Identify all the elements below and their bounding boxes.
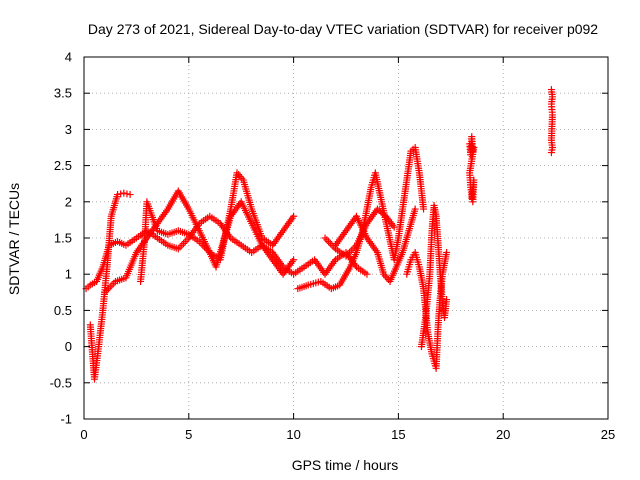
- y-tick-label: 2: [65, 194, 72, 209]
- y-tick-label: 0.5: [54, 303, 72, 318]
- data-point: [108, 281, 116, 289]
- data-point: [547, 149, 555, 157]
- data-point: [328, 241, 336, 249]
- y-tick-label: 3: [65, 122, 72, 137]
- data-point: [180, 239, 188, 247]
- data-point: [176, 243, 184, 251]
- data-point: [468, 194, 476, 202]
- data-point: [390, 223, 398, 231]
- data-point: [443, 296, 451, 304]
- x-tick-label: 15: [391, 427, 405, 442]
- data-point: [123, 190, 131, 198]
- y-tick-label: 4: [65, 50, 72, 65]
- data-point: [323, 236, 331, 244]
- data-point: [363, 270, 371, 278]
- data-point: [326, 239, 334, 247]
- y-tick-label: 3.5: [54, 86, 72, 101]
- data-point: [290, 256, 298, 264]
- x-tick-label: 5: [185, 427, 192, 442]
- data-point: [380, 211, 388, 219]
- y-axis-label: SDTVAR / TECUs: [6, 183, 22, 295]
- data-point: [117, 190, 125, 198]
- data-point: [420, 205, 428, 213]
- x-axis-label: GPS time / hours: [292, 457, 399, 473]
- data-points: [82, 86, 556, 383]
- data-point: [411, 205, 419, 213]
- data-point: [181, 238, 189, 246]
- data-point: [126, 191, 134, 199]
- x-tick-label: 20: [496, 427, 510, 442]
- data-point: [321, 234, 329, 242]
- y-tick-label: 2.5: [54, 158, 72, 173]
- y-tick-label: -0.5: [50, 375, 72, 390]
- chart-title: Day 273 of 2021, Sidereal Day-to-day VTE…: [88, 21, 598, 37]
- data-point: [290, 212, 298, 220]
- y-tick-label: 1.5: [54, 231, 72, 246]
- data-point: [236, 172, 244, 180]
- data-point: [443, 248, 451, 256]
- data-point: [325, 238, 333, 246]
- y-tick-label: -1: [60, 412, 72, 427]
- data-point: [120, 189, 128, 197]
- y-tick-label: 1: [65, 267, 72, 282]
- x-tick-label: 10: [286, 427, 300, 442]
- data-point: [114, 191, 122, 199]
- axis-ticks: 0 5 10 15 20 25 -1 -0.5 0 0.5 1 1.5 2 2.5 3 3.5 4: [50, 50, 616, 443]
- y-tick-label: 0: [65, 339, 72, 354]
- grid-lines: [84, 57, 608, 419]
- data-point: [330, 243, 338, 251]
- x-tick-label: 25: [601, 427, 615, 442]
- plot-frame: [83, 56, 609, 420]
- x-tick-label: 0: [80, 427, 87, 442]
